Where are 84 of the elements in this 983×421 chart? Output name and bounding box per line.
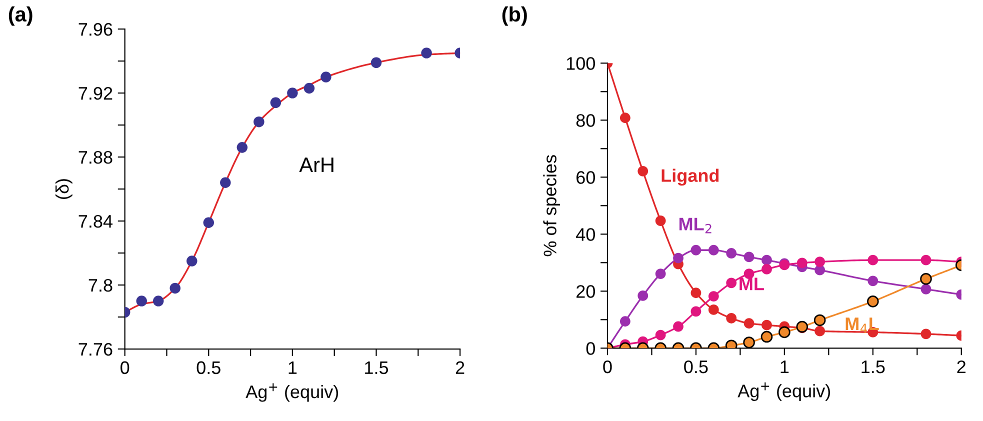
point [270,97,282,108]
point [708,244,719,256]
x-tick-label: 2 [456,361,464,374]
y-tick-label: 7.8 [88,278,112,292]
series-label: ML [740,278,764,290]
point [690,244,702,256]
point [421,48,432,58]
point [814,326,826,336]
point [867,296,879,308]
point [655,216,666,226]
point [726,313,737,324]
point [762,254,772,266]
x-tick-label: 1 [288,361,297,374]
x-tick-label: 1.5 [365,361,388,374]
point [203,217,214,228]
point [796,258,808,268]
point [170,282,180,294]
y-tick-label: 40 [576,228,595,241]
point [236,142,248,153]
point [220,177,231,188]
y-tick-label: 0 [586,342,595,355]
y-tick-label: 7.76 [78,342,112,356]
point [762,264,772,274]
point [868,254,878,266]
x-tick-label: 0.5 [196,361,220,374]
point [814,256,826,268]
series-label: ML$_{2}$ [679,218,712,234]
annotation: ArH [299,158,334,172]
point [920,254,932,266]
y-tick-label: 7.92 [78,86,112,100]
y-tick-label: 7.96 [78,22,112,36]
point [744,318,754,329]
point [920,328,932,340]
x-tick-label: 1 [780,360,789,374]
point [726,248,737,258]
point [638,290,648,301]
point [708,291,719,302]
x-tick-label: 0 [120,361,130,374]
x-axis-title: Ag$^{+}$ (equiv) [246,383,338,402]
y-axis-title: % of species [543,155,560,256]
y-tick-label: 7.88 [78,150,112,164]
point [320,72,332,82]
y-tick-label: 20 [576,285,595,298]
chart-title: (b) [502,6,527,26]
point [638,166,648,176]
y-tick-label: 7.84 [78,214,113,228]
point [920,273,932,285]
y-tick-label: 80 [576,114,595,127]
x-tick-label: 0 [603,360,612,374]
x-axis-title: Ag$^{+}$ (equiv) [738,382,830,401]
y-axis-title: (δ) [56,179,72,199]
x-tick-label: 2 [957,360,966,374]
point [136,296,147,306]
point [254,116,264,128]
point [287,88,298,98]
point [868,276,878,286]
point [920,284,932,294]
series-label: M$_{4}$L [846,318,879,333]
point [620,316,630,327]
point [655,330,666,340]
point [762,320,772,330]
x-tick-label: 0.5 [684,360,708,374]
point [620,112,630,124]
point [304,82,315,94]
point [726,278,737,288]
point [778,326,790,338]
point [673,252,684,264]
point [690,288,702,298]
point [655,268,666,279]
y-tick-label: 100 [566,57,595,70]
point [744,252,754,262]
point [690,306,702,317]
point [673,321,684,332]
point [152,296,164,306]
x-tick-label: 1.5 [862,360,885,374]
chart-title: (a) [8,6,32,26]
series-label: Ligand [662,168,719,186]
point [370,57,382,68]
point [814,314,826,326]
point [743,336,755,348]
point [760,330,773,343]
point [186,256,198,266]
y-tick-label: 60 [576,171,595,184]
point [708,304,719,315]
